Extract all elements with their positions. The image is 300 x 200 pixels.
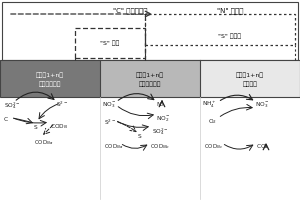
Bar (75, 28, 145, 58)
Text: N$_2$: N$_2$ (156, 100, 165, 109)
Text: COD$_{Nb}$: COD$_{Nb}$ (150, 142, 170, 151)
Text: "N" 氮循环: "N" 氮循环 (217, 7, 243, 14)
Text: NO$_3^-$: NO$_3^-$ (102, 100, 117, 110)
Text: 兼性厉氧反应: 兼性厉氧反应 (139, 81, 161, 87)
Text: 梯度（1+n）: 梯度（1+n） (136, 72, 164, 78)
Text: 梯度（1+n）: 梯度（1+n） (36, 72, 64, 78)
Text: S$^{2-}$: S$^{2-}$ (104, 118, 116, 127)
Text: NO$_2^-$: NO$_2^-$ (156, 115, 171, 124)
Text: 好氧反应: 好氧反应 (242, 81, 257, 87)
Text: SO$_4^{2-}$: SO$_4^{2-}$ (4, 100, 21, 111)
Bar (2, 2, 298, 60)
Bar (100, 60, 200, 97)
Text: COD$_{Na}$: COD$_{Na}$ (34, 138, 53, 147)
Text: NH$_4^+$: NH$_4^+$ (202, 100, 216, 110)
Text: 梯度（1+n）: 梯度（1+n） (236, 72, 264, 78)
Text: "C" 碳梯度转化: "C" 碳梯度转化 (113, 7, 147, 14)
Text: S: S (34, 125, 38, 130)
Text: SO$_4^{2-}$: SO$_4^{2-}$ (152, 126, 169, 137)
Text: CO$_2$: CO$_2$ (256, 142, 269, 151)
Text: COD$_N$: COD$_N$ (50, 122, 68, 131)
Bar (0, 60, 300, 97)
Text: S$^{2-}$: S$^{2-}$ (56, 100, 68, 109)
Text: NO$_3^-$: NO$_3^-$ (255, 100, 270, 110)
Text: 严格厉氧反应: 严格厉氧反应 (39, 81, 61, 87)
Bar (145, 14, 295, 45)
Text: "S" 硫循环: "S" 硫循环 (218, 33, 242, 39)
Text: COD$_{Na}$: COD$_{Na}$ (104, 142, 124, 151)
Text: "S" 代谢: "S" 代谢 (100, 40, 120, 46)
Text: COD$_{Nc}$: COD$_{Nc}$ (204, 142, 224, 151)
Text: C: C (4, 117, 8, 122)
Bar (200, 60, 300, 97)
Text: O$_2$: O$_2$ (208, 117, 217, 126)
Text: S: S (138, 134, 142, 139)
Bar (0, 60, 100, 97)
